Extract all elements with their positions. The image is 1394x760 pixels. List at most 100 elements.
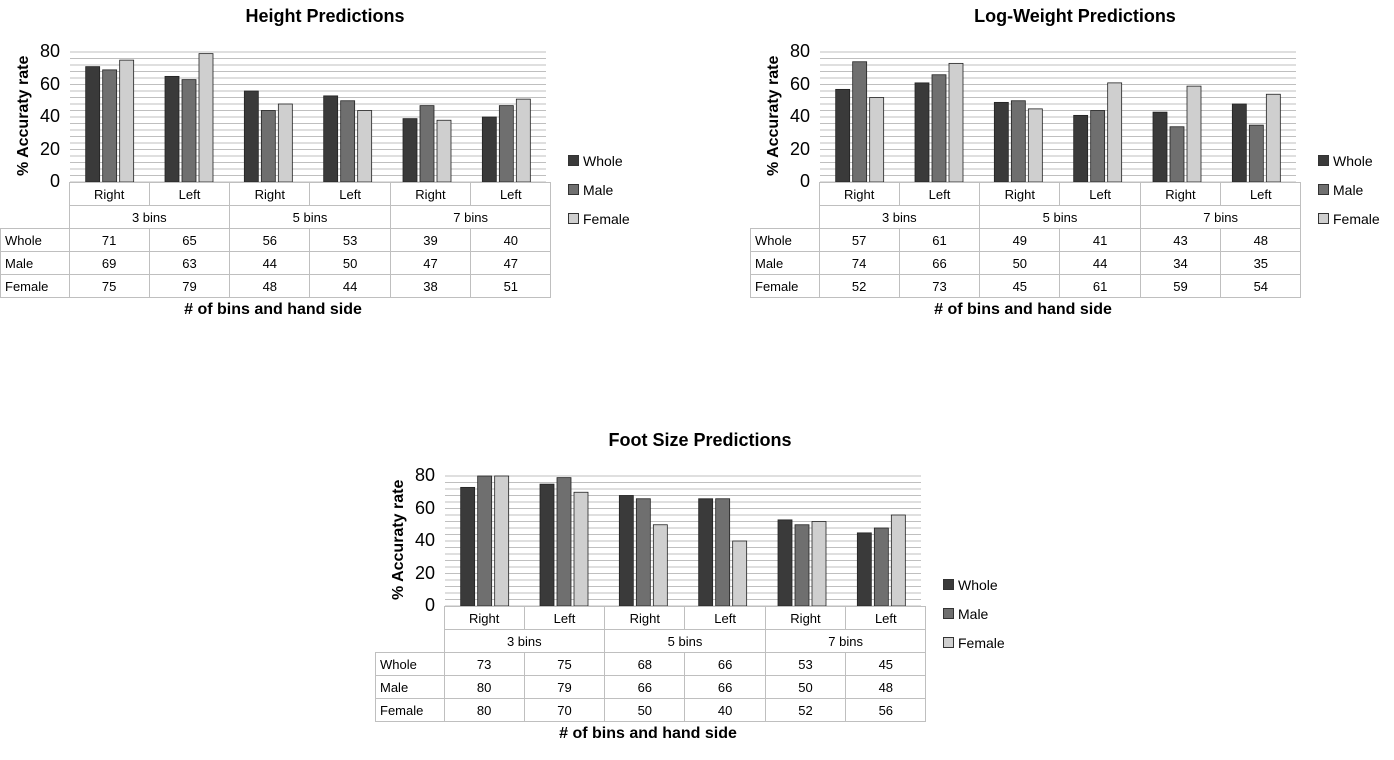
legend-swatch — [1318, 155, 1329, 166]
bar-male — [498, 105, 514, 183]
legend-swatch — [943, 637, 954, 648]
plot-area — [70, 51, 546, 183]
category-label: Right — [979, 182, 1061, 206]
bar-male — [794, 524, 810, 607]
table-cell: 47 — [389, 251, 472, 275]
bar-male — [1010, 100, 1026, 183]
table-cell: 65 — [148, 228, 231, 252]
bar-female — [119, 59, 135, 183]
table-cell: 35 — [1220, 251, 1302, 275]
legend-swatch — [943, 608, 954, 619]
table-row: Female 52 73 45 61 59 54 — [750, 274, 1302, 298]
table-cell: 40 — [684, 698, 766, 722]
plot-area — [445, 475, 921, 607]
legend-swatch — [943, 579, 954, 590]
table-cell: 50 — [309, 251, 391, 275]
table-corner — [1, 183, 70, 206]
category-label: Left — [1220, 182, 1302, 206]
category-label: Right — [818, 182, 900, 206]
legend: Whole Male Female — [1318, 146, 1380, 233]
bar-whole — [1231, 103, 1247, 183]
data-table: Right Left Right Left Right Left 3 bins 5 bins 7… — [0, 182, 552, 298]
table-cell: 79 — [523, 675, 606, 699]
y-tick-label: 80 — [789, 41, 810, 61]
legend-label: Male — [583, 181, 614, 198]
group-label: 5 bins — [229, 205, 391, 229]
bar-whole — [402, 118, 418, 183]
y-tick-label: 80 — [414, 465, 435, 485]
legend-item-female: Female — [568, 204, 630, 233]
table-cell: 40 — [470, 228, 552, 252]
table-cell: 50 — [604, 698, 686, 722]
category-label: Left — [470, 182, 552, 206]
legend-item-whole: Whole — [1318, 146, 1380, 175]
table-cell: 75 — [68, 274, 150, 298]
table-corner — [376, 607, 445, 630]
table-cell: 41 — [1059, 228, 1141, 252]
table-cell: 53 — [309, 228, 391, 252]
bar-whole — [323, 95, 339, 183]
category-label: Right — [68, 182, 150, 206]
legend-swatch — [568, 213, 579, 224]
bar-whole — [164, 75, 180, 183]
series-row-label: Male — [375, 675, 445, 699]
bar-female — [811, 521, 827, 607]
y-tick-label: 60 — [414, 497, 435, 518]
table-cell: 52 — [818, 274, 900, 298]
table-row: Whole 71 65 56 53 39 40 — [0, 228, 552, 252]
table-corner — [751, 183, 820, 206]
bar-whole — [698, 498, 714, 607]
legend-swatch — [568, 155, 579, 166]
table-cell: 63 — [148, 251, 231, 275]
table-cell: 75 — [523, 652, 606, 676]
legend-item-female: Female — [1318, 204, 1380, 233]
table-cell: 44 — [309, 274, 391, 298]
table-cell: 74 — [818, 251, 900, 275]
bar-male — [931, 74, 947, 183]
table-cell: 73 — [898, 274, 981, 298]
category-label: Right — [1139, 182, 1222, 206]
category-label: Left — [148, 182, 231, 206]
table-row: Male 80 79 66 66 50 48 — [375, 675, 927, 699]
group-label: 3 bins — [68, 205, 231, 229]
table-cell: 52 — [764, 698, 847, 722]
legend: Whole Male Female — [943, 570, 1005, 657]
table-cell: 50 — [764, 675, 847, 699]
y-tick-label: 0 — [49, 171, 60, 191]
table-cell: 50 — [979, 251, 1061, 275]
table-cell: 56 — [845, 698, 927, 722]
category-label: Right — [764, 606, 847, 630]
bar-female — [198, 53, 214, 183]
table-cell: 43 — [1139, 228, 1222, 252]
table-cell: 54 — [1220, 274, 1302, 298]
bar-whole — [835, 88, 851, 183]
table-cell: 44 — [1059, 251, 1141, 275]
bar-male — [1090, 110, 1106, 183]
bar-female — [948, 62, 964, 183]
table-cell: 48 — [1220, 228, 1302, 252]
bar-female — [1027, 108, 1043, 183]
bar-female — [652, 524, 668, 607]
y-tick-label: 40 — [789, 106, 810, 126]
legend-item-female: Female — [943, 628, 1005, 657]
bar-male — [556, 477, 572, 607]
bar-female — [494, 475, 510, 607]
bar-male — [1248, 124, 1264, 183]
group-row: 3 bins 5 bins 7 bins — [1, 205, 552, 229]
plot-area — [820, 51, 1296, 183]
table-cell: 38 — [389, 274, 472, 298]
table-cell: 49 — [979, 228, 1061, 252]
table-row: Female 75 79 48 44 38 51 — [0, 274, 552, 298]
bar-female — [732, 540, 748, 607]
category-label: Left — [898, 182, 981, 206]
table-row: Whole 73 75 68 66 53 45 — [375, 652, 927, 676]
table-cell: 71 — [68, 228, 150, 252]
category-label: Right — [389, 182, 472, 206]
bar-whole — [539, 483, 555, 607]
group-row: 3 bins 5 bins 7 bins — [751, 205, 1302, 229]
bar-male — [852, 61, 868, 183]
table-cell: 57 — [818, 228, 900, 252]
bar-female — [436, 119, 452, 183]
table-cell: 44 — [229, 251, 311, 275]
table-cell: 47 — [470, 251, 552, 275]
